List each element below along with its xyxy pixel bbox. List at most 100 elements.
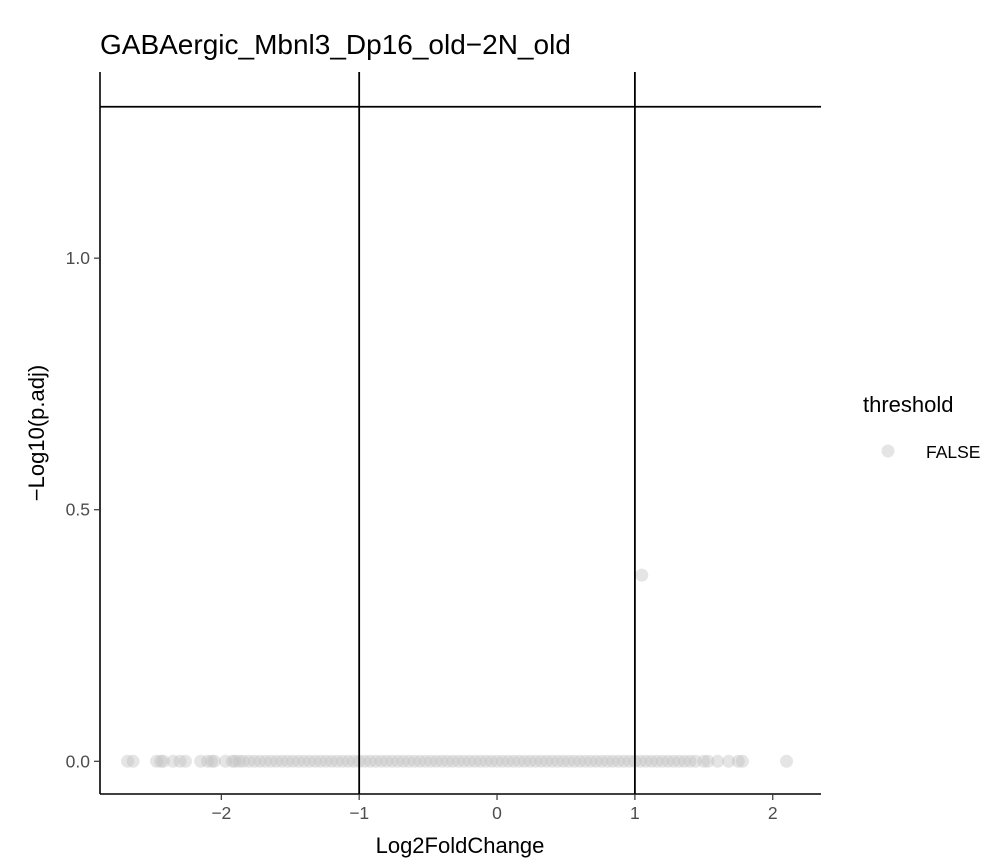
data-point [701, 754, 715, 768]
data-point [396, 754, 410, 768]
data-point [429, 754, 443, 768]
data-point [374, 754, 388, 768]
data-point [156, 754, 170, 768]
data-point [258, 754, 272, 768]
data-point [369, 754, 383, 768]
data-point [380, 754, 394, 768]
data-point [218, 754, 232, 768]
data-point [617, 754, 631, 768]
y-tick-label: 0.5 [66, 500, 90, 520]
data-point [584, 754, 598, 768]
data-point [325, 754, 339, 768]
data-point [275, 754, 289, 768]
data-point [606, 754, 620, 768]
data-point [173, 754, 187, 768]
data-point [722, 754, 736, 768]
data-point [589, 754, 603, 768]
data-point [402, 754, 416, 768]
data-point [468, 754, 482, 768]
data-point [534, 754, 548, 768]
data-point [473, 754, 487, 768]
data-point [341, 754, 355, 768]
data-point [308, 754, 322, 768]
data-point [512, 754, 526, 768]
data-point [622, 754, 636, 768]
data-point [232, 754, 246, 768]
data-point [600, 754, 614, 768]
data-point [407, 754, 421, 768]
data-point [205, 754, 219, 768]
data-point [496, 754, 510, 768]
x-axis-ticks: −2 −1 0 1 2 [211, 794, 778, 823]
reference-lines [100, 72, 821, 794]
data-point [385, 754, 399, 768]
legend: threshold FALSE [863, 392, 980, 462]
data-point [639, 754, 653, 768]
data-point [347, 754, 361, 768]
y-tick-label: 1.0 [66, 248, 91, 268]
data-point [644, 754, 658, 768]
data-point [507, 754, 521, 768]
data-point [236, 754, 250, 768]
data-point [358, 754, 372, 768]
data-point [391, 754, 405, 768]
x-tick-label: −1 [349, 803, 369, 823]
data-point [731, 754, 745, 768]
data-point [711, 754, 725, 768]
data-point [479, 754, 493, 768]
data-point [194, 754, 208, 768]
data-point [178, 754, 192, 768]
data-point [573, 754, 587, 768]
data-point [269, 754, 283, 768]
y-tick-label: 0.0 [66, 751, 91, 771]
data-point [595, 754, 609, 768]
data-point [485, 754, 499, 768]
data-point [697, 754, 711, 768]
data-point [336, 754, 350, 768]
data-point [567, 754, 581, 768]
data-point [578, 754, 592, 768]
data-point [150, 754, 164, 768]
data-point [780, 754, 794, 768]
data-point [635, 568, 649, 582]
data-point [462, 754, 476, 768]
data-point [611, 754, 625, 768]
data-point [655, 754, 669, 768]
data-point [286, 754, 300, 768]
y-axis-title: −Log10(p.adj) [24, 365, 49, 501]
data-point [683, 754, 697, 768]
data-point [672, 754, 686, 768]
data-point [424, 754, 438, 768]
data-point [363, 754, 377, 768]
data-point [126, 754, 140, 768]
data-point [280, 754, 294, 768]
data-point [545, 754, 559, 768]
data-point [418, 754, 432, 768]
data-point [551, 754, 565, 768]
data-point [314, 754, 328, 768]
data-point [633, 754, 647, 768]
data-point [735, 754, 749, 768]
data-point [661, 754, 675, 768]
legend-key-false [881, 444, 895, 458]
data-points [121, 568, 794, 768]
data-point [207, 754, 221, 768]
data-point [166, 754, 180, 768]
x-tick-label: −2 [211, 803, 231, 823]
data-point [562, 754, 576, 768]
data-point [518, 754, 532, 768]
x-tick-label: 1 [630, 803, 640, 823]
data-point [303, 754, 317, 768]
x-tick-label: 0 [492, 803, 502, 823]
data-point [540, 754, 554, 768]
data-point [413, 754, 427, 768]
data-point [650, 754, 664, 768]
data-point [319, 754, 333, 768]
data-point [435, 754, 449, 768]
data-point [292, 754, 306, 768]
data-point [451, 754, 465, 768]
legend-title: threshold [863, 392, 954, 417]
data-point [154, 754, 168, 768]
data-point [689, 754, 703, 768]
data-point [501, 754, 515, 768]
